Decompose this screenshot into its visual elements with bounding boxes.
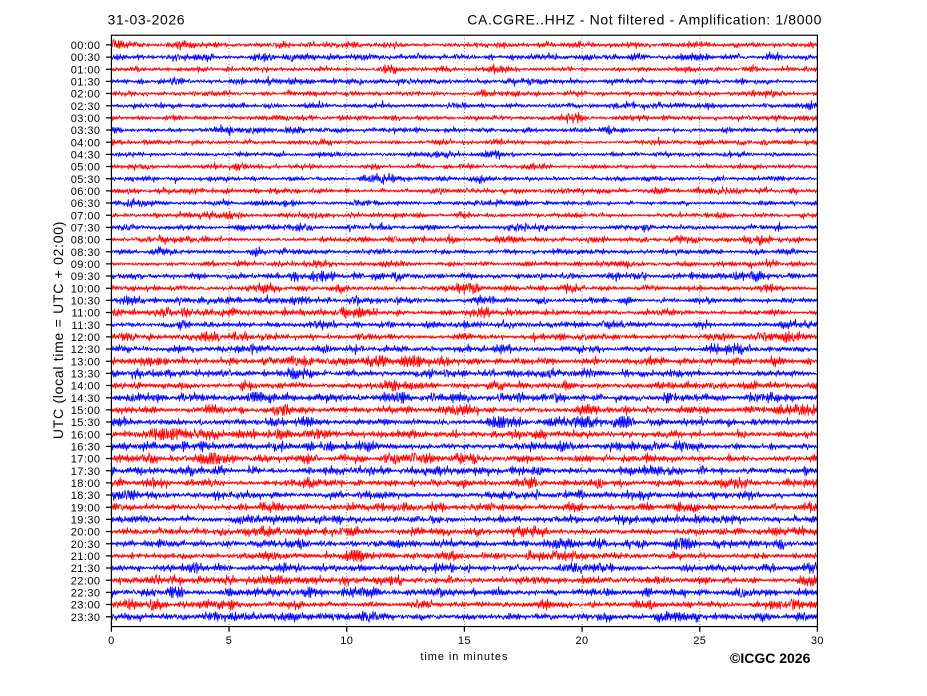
svg-text:21:30: 21:30 [71,563,101,575]
svg-text:06:30: 06:30 [71,198,101,210]
svg-text:15: 15 [458,635,471,647]
svg-text:19:00: 19:00 [71,502,101,514]
svg-text:31-03-2026: 31-03-2026 [108,12,186,28]
svg-text:13:30: 13:30 [71,368,101,380]
svg-text:11:00: 11:00 [72,308,101,320]
svg-text:10:00: 10:00 [71,283,101,295]
svg-text:13:00: 13:00 [71,356,101,368]
svg-text:08:00: 08:00 [71,235,101,247]
svg-text:15:00: 15:00 [71,405,101,417]
svg-text:04:30: 04:30 [71,149,101,161]
svg-text:©ICGC 2026: ©ICGC 2026 [730,650,811,666]
svg-text:07:00: 07:00 [71,210,101,222]
svg-text:UTC (local time = UTC + 02:00): UTC (local time = UTC + 02:00) [50,221,66,439]
svg-text:CA.CGRE..HHZ - Not filtered -: CA.CGRE..HHZ - Not filtered - Amplificat… [467,12,822,28]
svg-text:time in minutes: time in minutes [420,651,508,663]
svg-text:17:00: 17:00 [71,454,101,466]
svg-text:00:30: 00:30 [71,52,101,64]
svg-text:30: 30 [811,635,824,647]
svg-text:20:00: 20:00 [71,527,101,539]
svg-text:01:00: 01:00 [71,64,101,76]
svg-text:06:00: 06:00 [71,186,101,198]
svg-text:18:30: 18:30 [71,490,101,502]
svg-text:08:30: 08:30 [71,247,101,259]
svg-text:10: 10 [340,635,353,647]
svg-text:14:00: 14:00 [71,381,101,393]
svg-text:20:30: 20:30 [71,539,101,551]
svg-text:02:00: 02:00 [71,89,101,101]
svg-text:03:00: 03:00 [71,113,101,125]
svg-text:12:00: 12:00 [71,332,101,344]
svg-text:23:00: 23:00 [71,600,101,612]
svg-text:12:30: 12:30 [71,344,101,356]
svg-text:17:30: 17:30 [71,466,101,478]
svg-text:19:30: 19:30 [71,514,101,526]
svg-text:07:30: 07:30 [71,222,101,234]
svg-text:15:30: 15:30 [71,417,101,429]
svg-text:0: 0 [108,635,115,647]
svg-text:22:30: 22:30 [71,587,101,599]
svg-text:5: 5 [226,635,233,647]
svg-text:21:00: 21:00 [71,551,101,563]
svg-text:03:30: 03:30 [71,125,101,137]
svg-text:10:30: 10:30 [71,295,101,307]
svg-text:14:30: 14:30 [71,393,101,405]
svg-text:02:30: 02:30 [71,101,101,113]
svg-text:05:30: 05:30 [71,174,101,186]
svg-text:01:30: 01:30 [71,77,101,89]
svg-text:16:00: 16:00 [71,429,101,441]
svg-text:25: 25 [693,635,706,647]
svg-text:20: 20 [576,635,589,647]
svg-text:22:00: 22:00 [71,575,101,587]
svg-text:09:30: 09:30 [71,271,101,283]
svg-text:23:30: 23:30 [71,612,101,624]
svg-text:18:00: 18:00 [71,478,101,490]
svg-text:00:00: 00:00 [71,40,101,52]
svg-text:16:30: 16:30 [71,441,101,453]
svg-text:11:30: 11:30 [72,320,101,332]
svg-text:09:00: 09:00 [71,259,101,271]
svg-text:04:00: 04:00 [71,137,101,149]
svg-text:05:00: 05:00 [71,162,101,174]
